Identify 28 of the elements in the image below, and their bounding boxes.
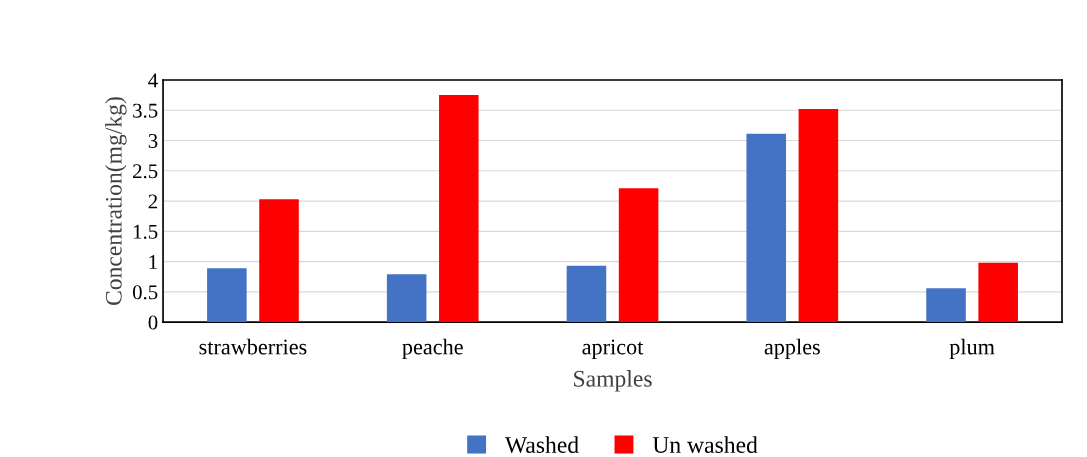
bar <box>207 268 247 323</box>
bar <box>798 109 839 323</box>
y-tick-label: 1.5 <box>133 224 158 239</box>
y-axis-title: Concentration(mg/kg) <box>105 97 127 306</box>
y-tick-label: 2 <box>148 194 158 209</box>
y-tick-label: 0 <box>148 315 158 330</box>
y-tick-label: 4 <box>148 73 158 88</box>
x-axis-title: Samples <box>574 370 652 392</box>
x-tick-label: peache <box>402 338 463 359</box>
x-tick-label: apricot <box>582 339 644 359</box>
x-tick-label: strawberries <box>199 338 307 355</box>
bar <box>618 188 659 323</box>
bar <box>746 133 787 323</box>
y-tick-label: 3 <box>148 133 158 148</box>
x-tick-label: apples <box>764 338 820 359</box>
bar <box>259 199 299 323</box>
bar <box>978 262 1018 323</box>
bar <box>386 274 427 323</box>
bar <box>926 288 966 323</box>
bar <box>566 265 607 323</box>
y-tick-label: 1 <box>149 255 157 269</box>
y-tick-label: 0.5 <box>132 285 158 300</box>
y-tick-label: 2.5 <box>133 164 158 179</box>
legend-label: Washed <box>504 436 579 454</box>
x-tick-label: plum <box>949 338 995 359</box>
legend-label: Un washed <box>652 436 758 453</box>
y-tick-label: 3.5 <box>133 103 158 118</box>
bar <box>439 95 479 323</box>
